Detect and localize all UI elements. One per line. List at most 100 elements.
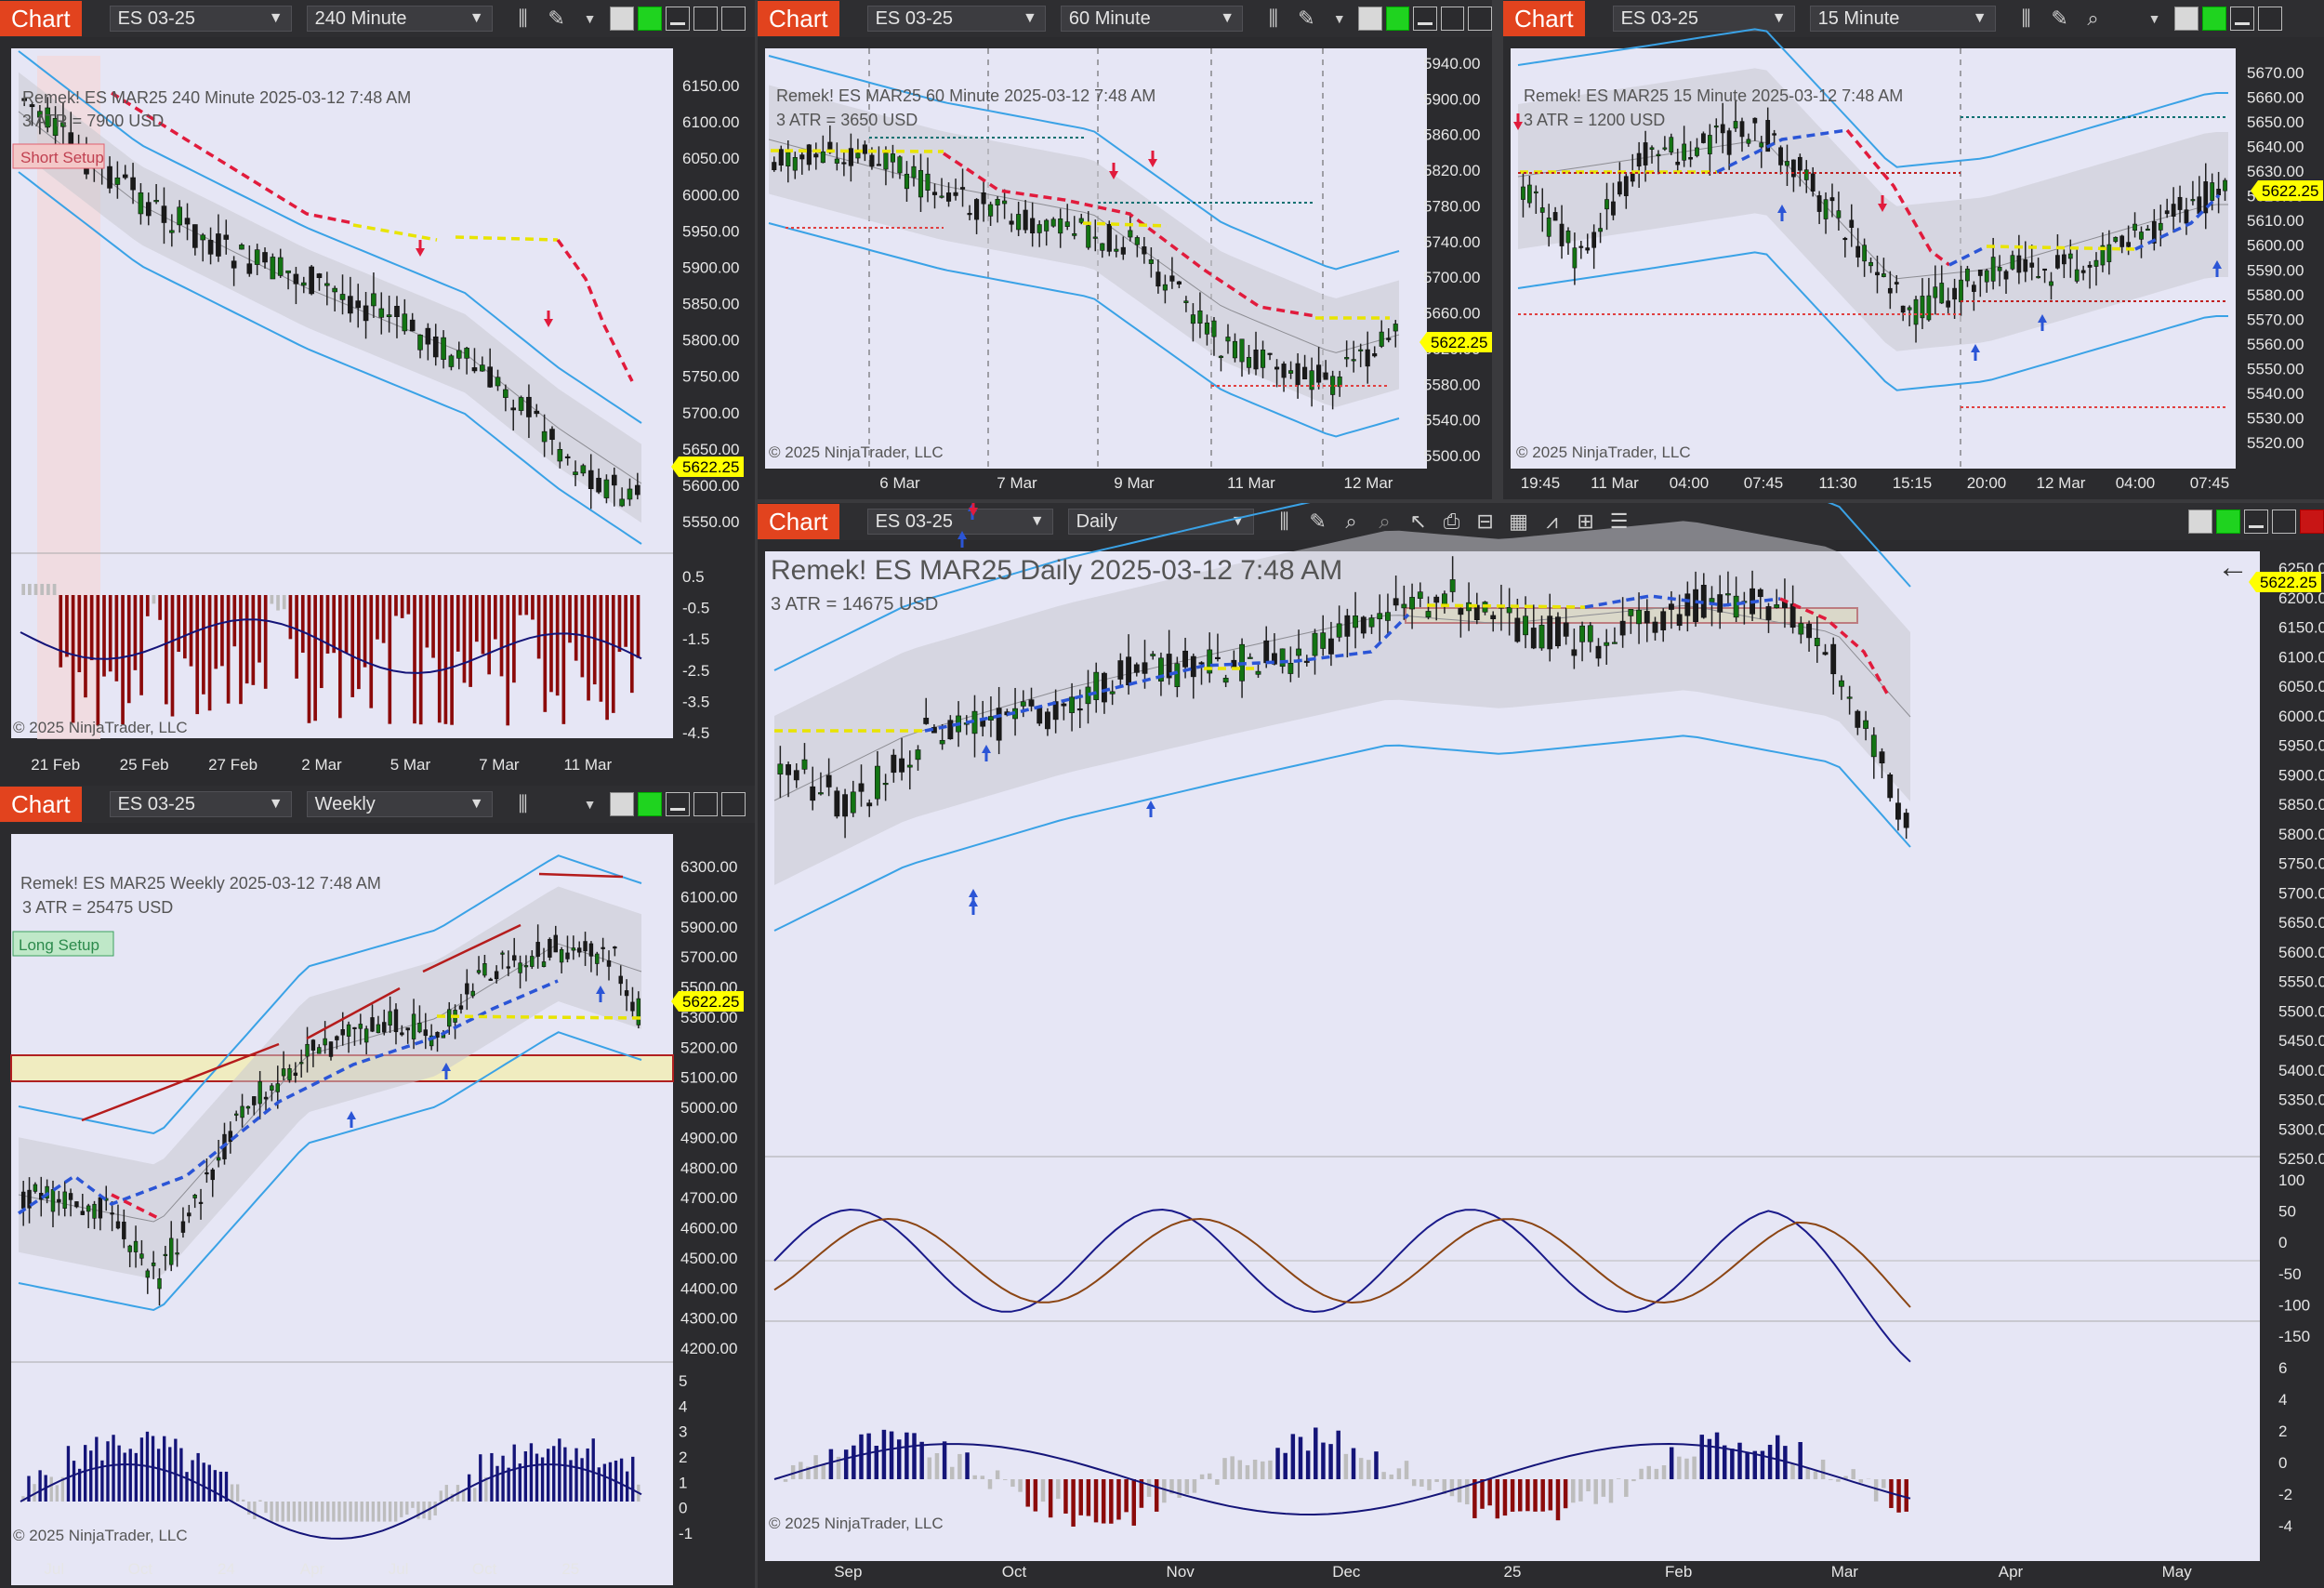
chart-240min-plot[interactable]: Remek! ES MAR25 240 Minute 2025-03-12 7:… <box>0 0 755 786</box>
candle-body <box>1552 212 1558 221</box>
histogram-bar <box>257 595 261 663</box>
candle-body <box>580 465 587 474</box>
trailing-stop-line <box>111 1193 159 1220</box>
zoom-in-icon[interactable]: ⌕ <box>2087 7 2099 30</box>
histogram-bar <box>574 1448 578 1502</box>
chart-menu-button[interactable]: Chart <box>0 1 82 36</box>
pointer-icon[interactable]: ↖ <box>1409 509 1427 533</box>
y-axis-tick: 5700.00 <box>680 948 737 966</box>
bar-type-icon[interactable]: ⫼ <box>1268 7 1278 30</box>
histogram-bar <box>806 1466 811 1479</box>
link-button[interactable] <box>2173 7 2199 31</box>
instrument-link-button[interactable] <box>637 7 662 31</box>
instrument-selector[interactable]: ES 03-25 ▼ <box>1612 6 1795 32</box>
chart-header: Remek! ES MAR25 240 Minute 2025-03-12 7:… <box>22 88 411 107</box>
instrument-selector[interactable]: ES 03-25 ▼ <box>109 6 292 32</box>
minimize-button[interactable] <box>665 7 690 31</box>
bar-type-icon[interactable]: ⫼ <box>518 792 528 815</box>
candle-body <box>1020 701 1026 707</box>
candle-body <box>1926 295 1932 321</box>
chart-60min-plot[interactable]: Remek! ES MAR25 60 Minute 2025-03-12 7:4… <box>758 0 1492 499</box>
link-button[interactable] <box>2188 509 2212 534</box>
candle-body <box>1806 623 1812 639</box>
maximize-button[interactable] <box>2272 509 2296 534</box>
drawing-tools-icon[interactable]: ✎ <box>1298 7 1315 30</box>
restore-button[interactable] <box>720 792 746 816</box>
histogram-bar <box>1699 1435 1705 1479</box>
link-button[interactable] <box>1358 7 1382 31</box>
maximize-button[interactable] <box>2257 7 2282 31</box>
signal-arrow-up <box>2212 260 2222 277</box>
link-button[interactable] <box>609 7 634 31</box>
dropdown-arrow-icon[interactable]: ▼ <box>2147 11 2161 26</box>
chart-weekly-plot[interactable]: Remek! ES MAR25 Weekly 2025-03-12 7:48 A… <box>0 786 755 1588</box>
bar-type-icon[interactable]: ⫼ <box>518 7 528 30</box>
drawing-tools-icon[interactable]: ✎ <box>2051 7 2068 30</box>
dropdown-arrow-icon[interactable]: ▼ <box>583 797 597 812</box>
bar-type-icon[interactable]: ⫼ <box>2021 7 2031 30</box>
chart-menu-button[interactable]: Chart <box>0 787 82 822</box>
candle-body <box>1023 209 1028 231</box>
minimize-button[interactable] <box>2229 7 2254 31</box>
candle-body <box>1660 611 1667 630</box>
maximize-button[interactable] <box>693 7 718 31</box>
chart-menu-button[interactable]: Chart <box>1503 1 1585 36</box>
candle-body <box>1379 331 1384 347</box>
candle-body <box>1533 191 1538 193</box>
data-box-icon[interactable]: ⎙ <box>1443 509 1460 533</box>
instrument-selector[interactable]: ES 03-25 ▼ <box>866 6 1046 32</box>
histogram-bar <box>89 1450 93 1502</box>
minimize-button[interactable] <box>1413 7 1437 31</box>
period-selector[interactable]: 15 Minute ▼ <box>1809 6 1996 32</box>
dropdown-arrow-icon[interactable]: ▼ <box>583 11 597 26</box>
candle-body <box>74 1201 79 1208</box>
candle-body <box>1197 310 1203 324</box>
chart-15min-plot[interactable]: Remek! ES MAR25 15 Minute 2025-03-12 7:4… <box>1503 0 2324 499</box>
period-selector[interactable]: Weekly ▼ <box>306 791 493 817</box>
histogram-bar <box>77 1468 82 1502</box>
drawing-tools-icon[interactable]: ✎ <box>548 7 565 30</box>
instrument-link-button[interactable] <box>637 792 662 816</box>
link-button[interactable] <box>609 792 634 816</box>
properties-icon[interactable]: ⊟ <box>1476 509 1494 533</box>
candle-body <box>1684 593 1691 616</box>
instrument-link-button[interactable] <box>2201 7 2226 31</box>
instrument-link-button[interactable] <box>2216 509 2240 534</box>
chart-menu-button[interactable]: Chart <box>758 504 839 539</box>
maximize-button[interactable] <box>1440 7 1465 31</box>
instrument-selector[interactable]: ES 03-25 ▼ <box>866 509 1053 535</box>
back-arrow-icon[interactable]: ← <box>2217 549 2249 585</box>
chart-menu-button[interactable]: Chart <box>758 1 839 36</box>
candle-body <box>1636 609 1642 625</box>
candle-body <box>1058 218 1063 234</box>
dropdown-arrow-icon[interactable]: ▼ <box>1332 11 1346 26</box>
maximize-button[interactable] <box>693 792 718 816</box>
histogram-bar <box>332 595 337 654</box>
indicator-axis-tick: 4 <box>679 1397 687 1415</box>
histogram-bar <box>1631 1479 1636 1482</box>
period-selector[interactable]: 240 Minute ▼ <box>306 6 493 32</box>
histogram-bar <box>303 1502 308 1522</box>
restore-button[interactable] <box>1468 7 1492 31</box>
indicators-icon[interactable]: ▦ <box>1509 509 1528 533</box>
histogram-bar <box>71 595 75 723</box>
oscillator-axis-tick: 50 <box>2278 1203 2296 1221</box>
zoom-in-icon[interactable]: ⌕ <box>1345 509 1357 533</box>
strategies-icon[interactable]: ⩘ <box>1546 509 1558 533</box>
restore-button[interactable] <box>720 7 746 31</box>
candle-body <box>388 1011 392 1026</box>
chart-daily-plot[interactable]: Remek! ES MAR25 Daily 2025-03-12 7:48 AM… <box>758 503 2324 1588</box>
chart-trader-icon[interactable]: ☰ <box>1609 509 1629 533</box>
histogram-bar <box>535 1453 539 1502</box>
instrument-selector[interactable]: ES 03-25 ▼ <box>109 791 292 817</box>
snapshot-icon[interactable]: ⊞ <box>1577 509 1594 533</box>
histogram-bar <box>1389 1474 1393 1479</box>
period-selector[interactable]: 60 Minute ▼ <box>1060 6 1244 32</box>
drawing-tools-icon[interactable]: ✎ <box>1309 509 1327 533</box>
minimize-button[interactable] <box>2244 509 2268 534</box>
candle-body <box>1061 703 1067 707</box>
zoom-out-icon[interactable]: ⌕ <box>1379 509 1391 533</box>
instrument-link-button[interactable] <box>1385 7 1410 31</box>
bar-type-icon[interactable]: ⫼ <box>1279 509 1289 533</box>
minimize-button[interactable] <box>665 792 690 816</box>
